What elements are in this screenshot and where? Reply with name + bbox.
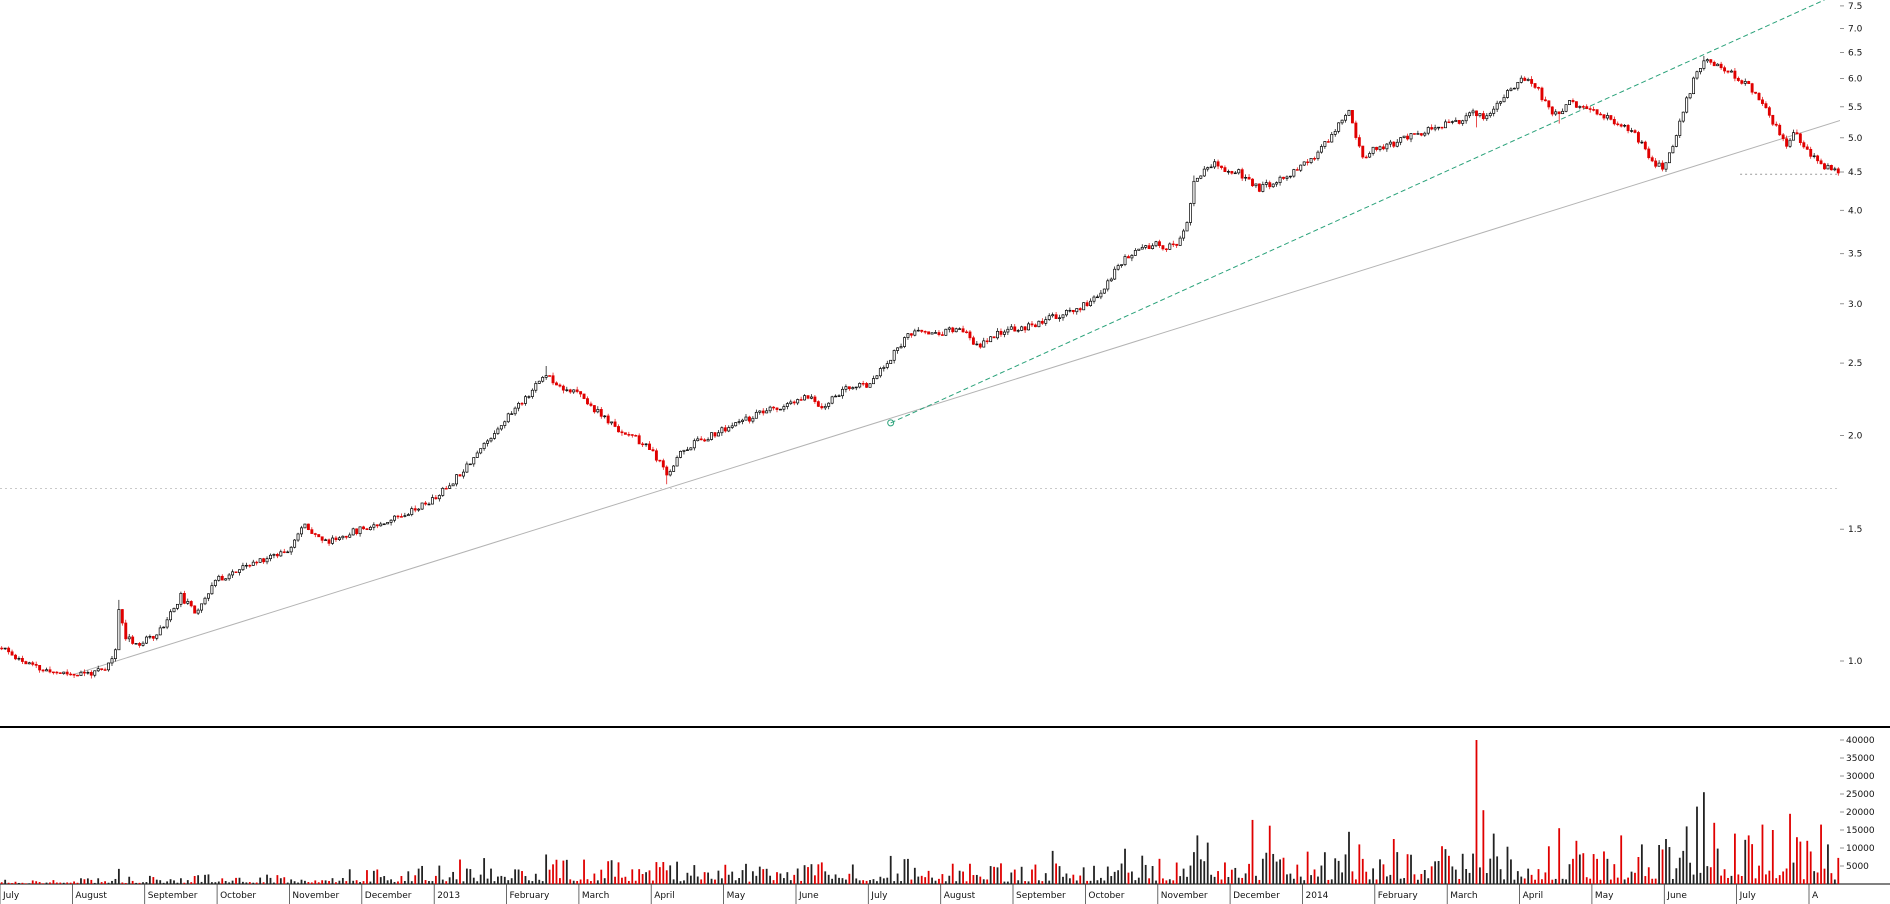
time-axis-label: October <box>220 891 256 901</box>
volume-layer <box>0 740 1840 884</box>
time-axis-label: October <box>1088 891 1124 901</box>
price-axis-label: 4.0 <box>1848 206 1863 216</box>
time-axis-label: September <box>148 891 198 901</box>
volume-axis-label: 25000 <box>1846 790 1875 800</box>
price-axis-label: 1.0 <box>1848 657 1863 667</box>
time-axis-label: A <box>1812 891 1819 901</box>
candles-layer <box>0 55 1840 679</box>
trendlines <box>73 0 1842 675</box>
price-axis[interactable]: 7.5 7.0 6.5 6.0 5.5 5.0 4.5 4.0 3.5 3.0 2.5 2.0 1.5 1… <box>1840 2 1863 667</box>
time-axis-label: July <box>2 891 20 901</box>
time-axis-label: August <box>75 891 107 901</box>
time-axis[interactable]: July August September October November Decemb… <box>0 884 1819 904</box>
panel-divider[interactable] <box>0 726 1890 728</box>
time-axis-label: November <box>292 891 339 901</box>
price-axis-label: 3.0 <box>1848 300 1863 310</box>
volume-axis-label: 5000 <box>1846 862 1869 872</box>
accelerated-trendline[interactable] <box>890 0 1825 424</box>
time-axis-label: May <box>727 891 746 901</box>
volume-axis-label: 40000 <box>1846 736 1875 746</box>
time-axis-label: August <box>944 891 976 901</box>
time-axis-label: April <box>654 891 675 901</box>
time-axis-label: April <box>1523 891 1544 901</box>
horizontal-levels <box>0 173 1840 489</box>
price-axis-label: 6.0 <box>1848 75 1863 85</box>
price-axis-label: 4.5 <box>1848 168 1862 178</box>
volume-axis-label: 15000 <box>1846 826 1875 836</box>
time-axis-label: September <box>1016 891 1066 901</box>
volume-axis-label: 10000 <box>1846 844 1875 854</box>
accelerated-trendline-handle[interactable] <box>887 419 895 427</box>
time-axis-label: June <box>798 891 819 901</box>
time-axis-label: 2013 <box>437 891 460 901</box>
price-axis-label: 7.0 <box>1848 24 1863 34</box>
time-axis-label: May <box>1595 891 1614 901</box>
price-axis-label: 2.5 <box>1848 359 1862 369</box>
time-axis-label: June <box>1666 891 1687 901</box>
price-axis-label: 6.5 <box>1848 49 1862 59</box>
time-axis-label: February <box>510 891 551 901</box>
time-axis-label: March <box>582 891 609 901</box>
volume-axis-label: 35000 <box>1846 754 1875 764</box>
time-axis-label: July <box>870 891 888 901</box>
time-axis-label: December <box>1233 891 1280 901</box>
volume-axis[interactable]: 40000 35000 30000 25000 20000 15000 10000 5000 <box>1840 736 1875 872</box>
volume-axis-label: 20000 <box>1846 808 1875 818</box>
primary-support-trendline[interactable] <box>73 120 1842 675</box>
time-axis-label: March <box>1450 891 1477 901</box>
price-axis-label: 5.0 <box>1848 134 1863 144</box>
price-axis-label: 5.5 <box>1848 103 1862 113</box>
price-axis-label: 1.5 <box>1848 525 1862 535</box>
time-axis-label: July <box>1739 891 1757 901</box>
time-axis-label: 2014 <box>1306 891 1329 901</box>
time-axis-label: November <box>1161 891 1208 901</box>
price-axis-label: 7.5 <box>1848 2 1862 12</box>
price-axis-label: 2.0 <box>1848 432 1863 442</box>
price-axis-label: 3.5 <box>1848 250 1862 260</box>
volume-axis-label: 30000 <box>1846 772 1875 782</box>
time-axis-label: February <box>1378 891 1419 901</box>
time-axis-label: December <box>365 891 412 901</box>
